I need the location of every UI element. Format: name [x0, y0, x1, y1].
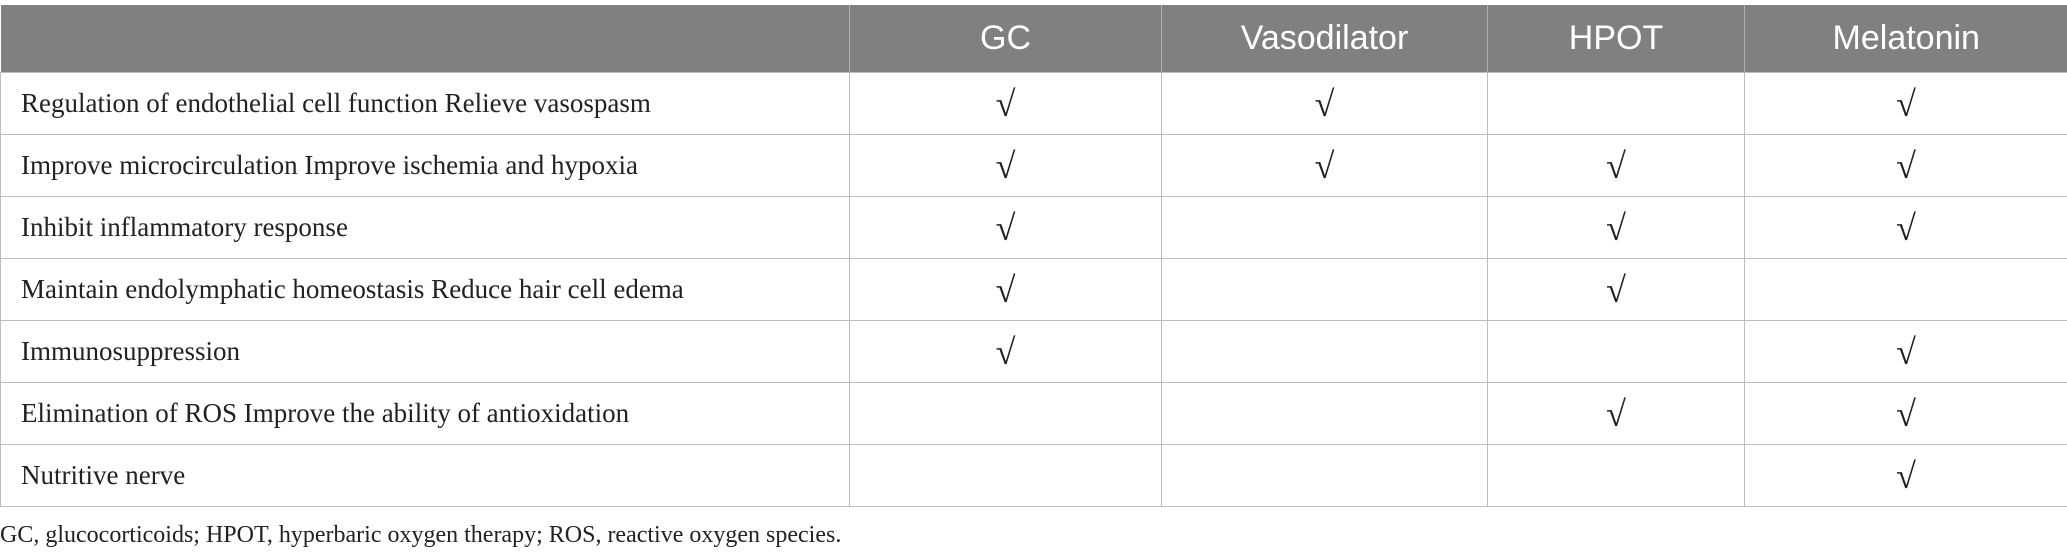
header-cell-blank — [0, 5, 850, 73]
row-label: Inhibit inflammatory response — [0, 196, 850, 259]
check-cell: √ — [1487, 196, 1745, 259]
row-label: Improve microcirculation Improve ischemi… — [0, 134, 850, 197]
check-cell: √ — [1744, 320, 2067, 383]
check-cell: √ — [1487, 258, 1745, 321]
table-row: Elimination of ROS Improve the ability o… — [0, 382, 2067, 445]
table-row: Immunosuppression √ √ — [0, 320, 2067, 383]
table-row: Regulation of endothelial cell function … — [0, 72, 2067, 135]
check-cell — [1161, 444, 1488, 507]
check-cell: √ — [849, 72, 1162, 135]
check-cell — [1161, 196, 1488, 259]
check-cell: √ — [1487, 382, 1745, 445]
row-label: Elimination of ROS Improve the ability o… — [0, 382, 850, 445]
check-cell — [1161, 258, 1488, 321]
row-label: Immunosuppression — [0, 320, 850, 383]
table-footnote: GC, glucocorticoids; HPOT, hyperbaric ox… — [0, 522, 842, 548]
check-cell: √ — [1744, 444, 2067, 507]
check-cell: √ — [1744, 72, 2067, 135]
check-cell — [1487, 320, 1745, 383]
treatment-comparison-table: GC Vasodilator HPOT Melatonin Regulation… — [0, 5, 2067, 507]
row-label: Regulation of endothelial cell function … — [0, 72, 850, 135]
check-cell — [1744, 258, 2067, 321]
check-cell — [1161, 320, 1488, 383]
check-cell: √ — [1161, 134, 1488, 197]
check-cell: √ — [1744, 134, 2067, 197]
header-cell-melatonin: Melatonin — [1744, 5, 2067, 73]
comparison-table-container: GC Vasodilator HPOT Melatonin Regulation… — [0, 5, 2067, 507]
check-cell: √ — [1744, 382, 2067, 445]
check-cell — [849, 382, 1162, 445]
check-cell: √ — [849, 134, 1162, 197]
table-row: Improve microcirculation Improve ischemi… — [0, 134, 2067, 197]
table-row: Maintain endolymphatic homeostasis Reduc… — [0, 258, 2067, 321]
table-row: Inhibit inflammatory response √ √ √ — [0, 196, 2067, 259]
row-label: Nutritive nerve — [0, 444, 850, 507]
header-cell-vasodilator: Vasodilator — [1161, 5, 1488, 73]
check-cell — [1161, 382, 1488, 445]
check-cell — [1487, 444, 1745, 507]
header-cell-hpot: HPOT — [1487, 5, 1745, 73]
table-row: Nutritive nerve √ — [0, 444, 2067, 507]
check-cell: √ — [1744, 196, 2067, 259]
header-cell-gc: GC — [849, 5, 1162, 73]
check-cell: √ — [849, 258, 1162, 321]
row-label: Maintain endolymphatic homeostasis Reduc… — [0, 258, 850, 321]
check-cell — [1487, 72, 1745, 135]
check-cell: √ — [849, 196, 1162, 259]
check-cell: √ — [849, 320, 1162, 383]
table-header-row: GC Vasodilator HPOT Melatonin — [0, 5, 2067, 73]
check-cell — [849, 444, 1162, 507]
check-cell: √ — [1161, 72, 1488, 135]
check-cell: √ — [1487, 134, 1745, 197]
